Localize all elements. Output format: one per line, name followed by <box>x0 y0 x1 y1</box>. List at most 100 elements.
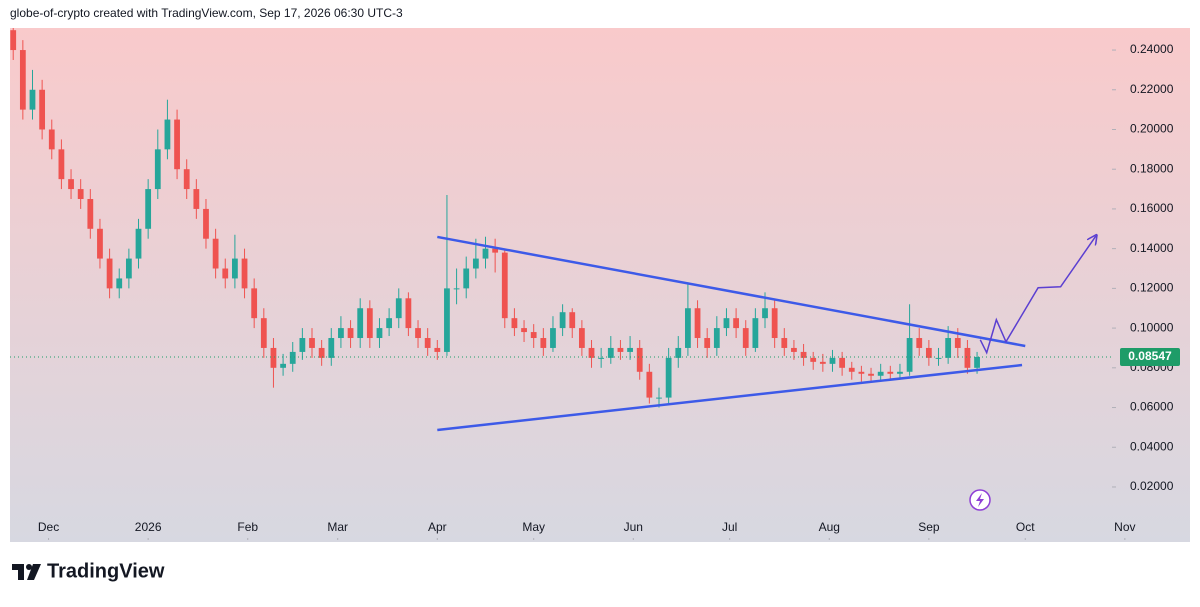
candle-body <box>135 228 142 259</box>
x-tick-label: May <box>522 520 545 534</box>
x-tick-label: Aug <box>819 520 840 534</box>
axes: 0.020000.040000.060000.080000.100000.120… <box>10 42 1180 540</box>
candle-body <box>916 338 923 348</box>
candle-body <box>964 347 971 368</box>
candle-body <box>251 288 258 319</box>
candle-body <box>492 248 499 253</box>
y-tick-label: 0.24000 <box>1130 42 1174 56</box>
candle-body <box>116 278 123 289</box>
candle-body <box>58 149 65 180</box>
trend-drawing <box>437 235 1026 348</box>
candle-body <box>183 169 190 190</box>
candle-body <box>521 328 527 333</box>
candle-body <box>29 89 36 110</box>
candle-body <box>260 318 267 348</box>
candle-body <box>10 30 17 51</box>
candle-body <box>463 268 470 289</box>
trend-drawing <box>979 236 1096 355</box>
y-tick-label: 0.14000 <box>1130 241 1174 255</box>
y-tick-label: 0.20000 <box>1130 122 1174 136</box>
candle-body <box>742 328 749 348</box>
x-tick-label: Feb <box>237 520 258 534</box>
candle-body <box>415 328 421 339</box>
x-tick-label: 2026 <box>135 520 162 534</box>
candle-body <box>232 258 238 279</box>
candle-body <box>453 288 460 290</box>
candle-body <box>685 308 691 348</box>
candle-body <box>791 347 797 352</box>
candle-body <box>771 308 778 339</box>
candle-body <box>106 258 113 289</box>
candle-body <box>665 357 672 398</box>
x-tick-label: Dec <box>38 520 59 534</box>
y-tick-label: 0.12000 <box>1130 281 1174 295</box>
candle-body <box>174 119 180 170</box>
y-tick-label: 0.06000 <box>1130 400 1174 414</box>
y-tick-label: 0.02000 <box>1130 479 1174 493</box>
candle-body <box>713 328 720 348</box>
x-tick-label: Jul <box>722 520 737 534</box>
candle-body <box>289 351 296 364</box>
candle-body <box>974 356 980 368</box>
y-tick-label: 0.04000 <box>1130 439 1174 453</box>
candle-body <box>328 338 335 358</box>
candle-body <box>48 129 55 150</box>
candle-body <box>309 338 315 348</box>
trend-drawing <box>437 363 1023 432</box>
candle-body <box>241 258 248 289</box>
candle-body <box>906 338 913 372</box>
candle-body <box>376 328 383 339</box>
candle-body <box>588 347 595 358</box>
candle-body <box>472 258 479 269</box>
candle-body <box>550 328 556 348</box>
candle-body <box>501 252 508 319</box>
candle-body <box>636 347 643 372</box>
candle-body <box>530 332 537 339</box>
candle-body <box>752 318 759 348</box>
candle-body <box>347 328 354 339</box>
candle-body <box>39 89 46 130</box>
chart-background <box>10 28 1190 542</box>
candle-body <box>77 189 84 199</box>
candle-body <box>733 318 739 329</box>
candle-body <box>819 361 826 364</box>
x-tick-label: Sep <box>918 520 940 534</box>
candle-body <box>434 347 441 352</box>
candle-body <box>877 371 884 376</box>
candle-body <box>858 371 865 374</box>
y-tick-label: 0.22000 <box>1130 82 1174 96</box>
candle-body <box>781 338 788 348</box>
candle-body <box>559 312 566 329</box>
candle-body <box>598 357 605 359</box>
candle-body <box>627 347 633 352</box>
candle-body <box>125 258 132 279</box>
candle-body <box>848 367 855 372</box>
brand-name: TradingView <box>47 560 165 582</box>
candle-body <box>945 338 952 358</box>
candle-body <box>222 268 229 279</box>
candle-body <box>405 298 412 329</box>
candle-body <box>540 338 547 348</box>
flash-icon <box>969 489 991 511</box>
chart-title: globe-of-crypto created with TradingView… <box>10 6 403 20</box>
candle-body <box>164 119 171 150</box>
candle-body <box>704 338 711 348</box>
x-tick-label: Nov <box>1114 520 1135 534</box>
candle-body <box>925 347 932 358</box>
candle-body <box>318 347 325 358</box>
candle-body <box>511 318 518 329</box>
candle-body <box>617 347 624 352</box>
candle-body <box>646 371 653 398</box>
candle-body <box>897 371 903 374</box>
candle-body <box>212 238 219 269</box>
y-tick-label: 0.10000 <box>1130 320 1174 334</box>
candle-body <box>87 198 94 229</box>
candle-body <box>762 308 768 319</box>
brand-logo: TradingView <box>12 560 165 582</box>
y-tick-label: 0.16000 <box>1130 201 1174 215</box>
candle-body <box>675 347 682 358</box>
candle-body <box>810 357 817 362</box>
candle-body <box>386 318 393 329</box>
